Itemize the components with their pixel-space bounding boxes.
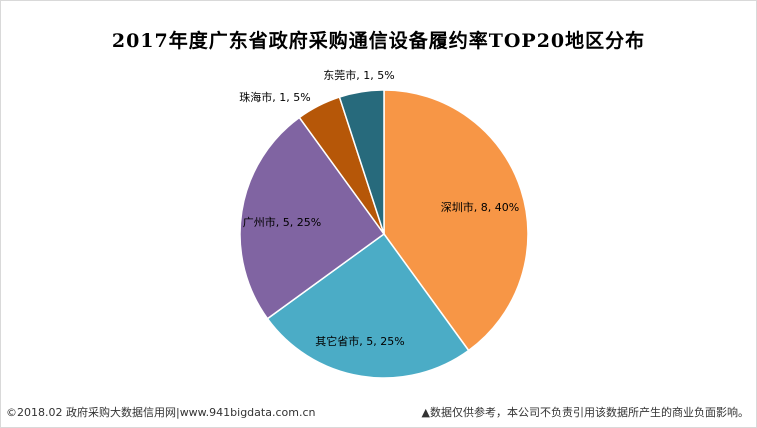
slice-label-2: 其它省市, 5, 25% [315,334,404,348]
slice-label-1: 深圳市, 8, 40% [441,200,519,214]
slice-label-4: 珠海市, 1, 5% [239,90,310,104]
slice-label-5: 东莞市, 1, 5% [323,68,394,82]
footer-disclaimer: ▲数据仅供参考，本公司不负责引用该数据所产生的商业负面影响。 [421,406,749,419]
pie-slice-5 [338,89,385,235]
pie-slice-1 [383,89,529,352]
pie-slice-2 [266,232,470,379]
slice-label-3: 广州市, 5, 25% [243,215,321,229]
chart-title: 2017年度广东省政府采购通信设备履约率TOP20地区分布 [111,30,646,52]
pie-slice-3 [239,116,386,320]
footer-copyright: ©2018.02 政府采购大数据信用网|www.941bigdata.com.c… [6,406,316,419]
